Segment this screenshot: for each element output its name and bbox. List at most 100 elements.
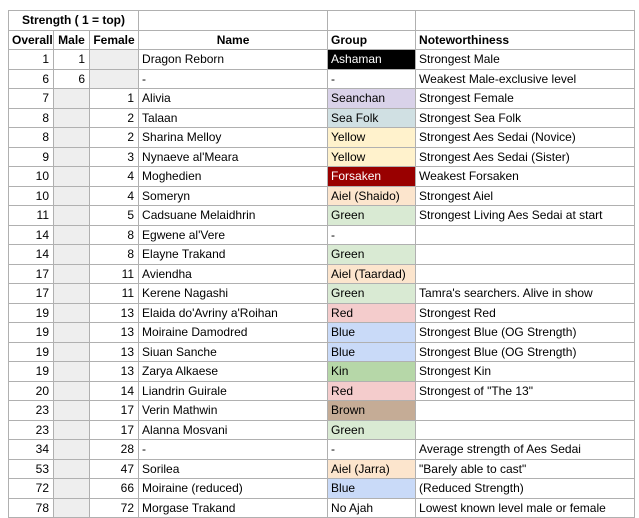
cell-noteworthiness[interactable]: Tamra's searchers. Alive in show [415, 283, 636, 304]
cell-overall[interactable]: 10 [8, 166, 54, 187]
cell-male[interactable] [53, 88, 90, 109]
cell-male[interactable] [53, 439, 90, 460]
cell-noteworthiness[interactable]: Strongest of "The 13" [415, 380, 636, 401]
cell-noteworthiness[interactable]: Strongest Living Aes Sedai at start [415, 205, 636, 226]
cell-group[interactable]: Aiel (Jarra) [327, 458, 417, 479]
cell-group[interactable]: Blue [327, 478, 417, 499]
cell-male[interactable] [53, 458, 90, 479]
cell-noteworthiness[interactable]: (Reduced Strength) [415, 478, 636, 499]
cell-female[interactable]: 14 [88, 380, 140, 401]
cell-noteworthiness[interactable]: Strongest Blue (OG Strength) [415, 341, 636, 362]
cell-group[interactable]: Aiel (Shaido) [327, 185, 417, 206]
cell-group[interactable]: - [327, 439, 417, 460]
cell-female[interactable]: 4 [88, 166, 140, 187]
cell-group[interactable]: Yellow [327, 146, 417, 167]
cell-male[interactable] [53, 361, 90, 382]
cell-group[interactable]: Seanchan [327, 88, 417, 109]
cell-male[interactable] [53, 244, 90, 265]
cell-name[interactable]: Zarya Alkaese [138, 361, 329, 382]
cell-male[interactable] [53, 322, 90, 343]
cell-overall[interactable]: 72 [8, 478, 54, 499]
cell-male[interactable] [53, 146, 90, 167]
cell-overall[interactable]: 23 [8, 419, 54, 440]
cell-overall[interactable]: 23 [8, 400, 54, 421]
cell-group[interactable]: Green [327, 283, 417, 304]
cell-female[interactable]: 13 [88, 322, 140, 343]
cell-female[interactable]: 1 [88, 88, 140, 109]
cell-name[interactable]: Someryn [138, 185, 329, 206]
cell-name[interactable]: Elayne Trakand [138, 244, 329, 265]
cell-group[interactable]: Red [327, 380, 417, 401]
cell-female[interactable]: 8 [88, 224, 140, 245]
cell-female[interactable]: 11 [88, 263, 140, 284]
column-header-group[interactable]: Group [327, 29, 417, 50]
cell-overall[interactable]: 7 [8, 88, 54, 109]
cell-overall[interactable]: 53 [8, 458, 54, 479]
cell-noteworthiness[interactable]: Strongest Sea Folk [415, 107, 636, 128]
cell-name[interactable]: Moiraine Damodred [138, 322, 329, 343]
cell-male[interactable] [53, 497, 90, 518]
cell-noteworthiness[interactable]: Strongest Red [415, 302, 636, 323]
cell-group[interactable]: Green [327, 419, 417, 440]
cell-group[interactable]: Kin [327, 361, 417, 382]
cell-noteworthiness[interactable]: Strongest Aiel [415, 185, 636, 206]
cell-male[interactable] [53, 224, 90, 245]
cell-noteworthiness[interactable] [415, 400, 636, 421]
cell-noteworthiness[interactable] [415, 224, 636, 245]
cell-name[interactable]: Moghedien [138, 166, 329, 187]
cell-female[interactable]: 13 [88, 302, 140, 323]
cell-overall[interactable]: 1 [8, 49, 54, 70]
cell-noteworthiness[interactable]: Strongest Female [415, 88, 636, 109]
cell-name[interactable]: Dragon Reborn [138, 49, 329, 70]
title-blank-note-cell[interactable] [415, 10, 636, 31]
cell-male[interactable] [53, 205, 90, 226]
cell-noteworthiness[interactable] [415, 263, 636, 284]
cell-overall[interactable]: 14 [8, 244, 54, 265]
cell-female[interactable] [88, 49, 140, 70]
cell-group[interactable]: - [327, 68, 417, 89]
cell-name[interactable]: Elaida do'Avriny a'Roihan [138, 302, 329, 323]
cell-male[interactable]: 6 [53, 68, 90, 89]
cell-overall[interactable]: 19 [8, 302, 54, 323]
cell-overall[interactable]: 14 [8, 224, 54, 245]
cell-name[interactable]: Verin Mathwin [138, 400, 329, 421]
cell-overall[interactable]: 34 [8, 439, 54, 460]
cell-name[interactable]: - [138, 68, 329, 89]
cell-female[interactable]: 3 [88, 146, 140, 167]
cell-female[interactable]: 47 [88, 458, 140, 479]
cell-noteworthiness[interactable]: Strongest Aes Sedai (Sister) [415, 146, 636, 167]
cell-male[interactable] [53, 127, 90, 148]
cell-noteworthiness[interactable]: Weakest Forsaken [415, 166, 636, 187]
cell-overall[interactable]: 17 [8, 263, 54, 284]
table-title[interactable]: Strength ( 1 = top) [7, 10, 140, 31]
cell-noteworthiness[interactable]: Lowest known level male or female [415, 497, 636, 518]
cell-group[interactable]: Blue [327, 322, 417, 343]
cell-overall[interactable]: 8 [8, 107, 54, 128]
cell-overall[interactable]: 19 [8, 322, 54, 343]
cell-overall[interactable]: 19 [8, 341, 54, 362]
cell-group[interactable]: Aiel (Taardad) [327, 263, 417, 284]
cell-name[interactable]: Alanna Mosvani [138, 419, 329, 440]
cell-male[interactable] [53, 380, 90, 401]
cell-female[interactable]: 4 [88, 185, 140, 206]
cell-male[interactable] [53, 478, 90, 499]
cell-overall[interactable]: 6 [8, 68, 54, 89]
cell-male[interactable] [53, 263, 90, 284]
cell-female[interactable]: 5 [88, 205, 140, 226]
cell-group[interactable]: Green [327, 244, 417, 265]
cell-female[interactable]: 11 [88, 283, 140, 304]
cell-female[interactable]: 8 [88, 244, 140, 265]
cell-noteworthiness[interactable]: Strongest Male [415, 49, 636, 70]
cell-group[interactable]: Blue [327, 341, 417, 362]
cell-group[interactable]: Green [327, 205, 417, 226]
cell-group[interactable]: - [327, 224, 417, 245]
cell-name[interactable]: Siuan Sanche [138, 341, 329, 362]
cell-female[interactable]: 2 [88, 127, 140, 148]
column-header-female[interactable]: Female [88, 29, 140, 50]
cell-name[interactable]: Nynaeve al'Meara [138, 146, 329, 167]
cell-female[interactable]: 17 [88, 419, 140, 440]
cell-female[interactable] [88, 68, 140, 89]
cell-name[interactable]: - [138, 439, 329, 460]
cell-overall[interactable]: 20 [8, 380, 54, 401]
cell-noteworthiness[interactable]: Average strength of Aes Sedai [415, 439, 636, 460]
